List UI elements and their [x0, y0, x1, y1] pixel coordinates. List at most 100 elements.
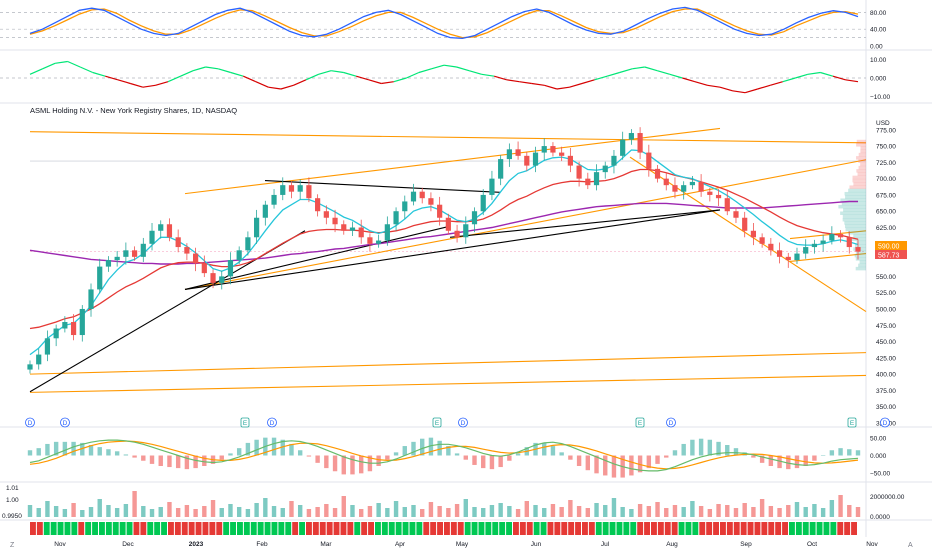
- trend-color-cell: [423, 522, 429, 535]
- trend-color-cell: [168, 522, 174, 535]
- trend-color-cell: [196, 522, 202, 535]
- trend-color-cell: [610, 522, 616, 535]
- volume-bar: [237, 507, 241, 517]
- volume-bar: [220, 508, 224, 517]
- candle-body: [559, 153, 564, 156]
- volume-bar: [795, 502, 799, 517]
- y-tick-label: 10.00: [870, 57, 887, 64]
- y-tick-label: 500.00: [876, 307, 896, 314]
- x-tick-label: Jul: [601, 541, 610, 548]
- trend-color-cell: [37, 522, 43, 535]
- candle-body: [821, 241, 826, 244]
- volume-bar: [516, 509, 520, 517]
- volume-bar: [342, 496, 346, 517]
- volume-bar: [559, 507, 563, 517]
- volume-bar: [315, 507, 319, 517]
- volume-bar: [45, 501, 49, 517]
- macd-histogram-bar: [254, 440, 258, 456]
- trend-color-cell: [768, 522, 774, 535]
- trend-color-cell: [665, 522, 671, 535]
- candle-body: [115, 257, 120, 260]
- candle-body: [585, 179, 590, 186]
- volume-profile-bar: [860, 163, 866, 167]
- trend-color-cell: [803, 522, 809, 535]
- candle-body: [524, 156, 529, 166]
- volume-bar: [71, 503, 75, 517]
- candle-body: [158, 224, 163, 231]
- candle-body: [699, 182, 704, 192]
- macd-histogram-bar: [71, 442, 75, 456]
- trend-color-cell: [44, 522, 50, 535]
- macd-histogram-bar: [350, 456, 354, 475]
- volume-bar: [577, 506, 581, 517]
- candle-body: [847, 237, 852, 247]
- volume-bar: [185, 505, 189, 517]
- earnings-marker-label: E: [638, 420, 643, 427]
- candle-body: [367, 237, 372, 244]
- volume-bar: [115, 508, 119, 517]
- macd-histogram-bar: [655, 456, 659, 464]
- volume-profile-bar: [838, 205, 866, 209]
- last-price-badge: 587.73: [878, 253, 900, 260]
- volume-bar: [263, 498, 267, 517]
- candle-body: [54, 329, 59, 339]
- trend-color-cell: [844, 522, 850, 535]
- trend-color-cell: [548, 522, 554, 535]
- trend-color-cell: [720, 522, 726, 535]
- trend-color-cell: [699, 522, 705, 535]
- trend-color-cell: [596, 522, 602, 535]
- volume-bar: [211, 500, 215, 517]
- trend-color-cell: [140, 522, 146, 535]
- volume-bar: [28, 505, 32, 517]
- macd-histogram-bar: [237, 448, 241, 455]
- trend-color-cell: [51, 522, 57, 535]
- earnings-marker-label: E: [435, 420, 440, 427]
- volume-bar: [830, 500, 834, 517]
- volume-profile-bar: [846, 228, 866, 232]
- y-tick-label: −10.00: [870, 94, 890, 101]
- y-tick-label: 2000000.00: [870, 494, 905, 501]
- volume-bar: [472, 507, 476, 517]
- macd-histogram-bar: [376, 456, 380, 467]
- volume-bar: [385, 508, 389, 517]
- macd-histogram-bar: [559, 452, 563, 455]
- trend-color-cell: [561, 522, 567, 535]
- volume-bar: [272, 506, 276, 517]
- macd-histogram-bar: [159, 456, 163, 467]
- macd-histogram-bar: [603, 456, 607, 476]
- volume-bar: [777, 508, 781, 517]
- trend-color-cell: [706, 522, 712, 535]
- candle-body: [332, 218, 337, 225]
- trend-color-cell: [761, 522, 767, 535]
- trend-color-cell: [623, 522, 629, 535]
- volume-bar: [37, 508, 41, 517]
- volume-profile-bar: [859, 166, 866, 170]
- macd-histogram-bar: [193, 456, 197, 469]
- chart-title: ASML Holding N.V. - New York Registry Sh…: [30, 106, 237, 115]
- trend-color-cell: [292, 522, 298, 535]
- trend-color-cell: [451, 522, 457, 535]
- candle-body: [97, 267, 102, 290]
- volume-bar: [289, 501, 293, 517]
- macd-histogram-bar: [629, 456, 633, 476]
- trend-color-cell: [554, 522, 560, 535]
- trend-color-cell: [727, 522, 733, 535]
- corner-z-label[interactable]: Z: [10, 542, 15, 549]
- candle-body: [298, 185, 303, 192]
- candle-body: [472, 211, 477, 224]
- volume-bar: [167, 502, 171, 517]
- volume-bar: [481, 508, 485, 517]
- x-tick-label: Oct: [807, 541, 817, 548]
- trend-color-cell: [472, 522, 478, 535]
- volume-bar: [202, 506, 206, 517]
- trend-color-cell: [527, 522, 533, 535]
- corner-a-label[interactable]: A: [908, 542, 913, 549]
- macd-histogram-bar: [612, 456, 616, 478]
- volume-bar: [699, 506, 703, 517]
- dividend-marker-label: D: [270, 420, 275, 427]
- dividend-marker-label: D: [63, 420, 68, 427]
- volume-profile-bar: [848, 189, 866, 193]
- volume-bar: [455, 504, 459, 517]
- volume-bar: [690, 501, 694, 517]
